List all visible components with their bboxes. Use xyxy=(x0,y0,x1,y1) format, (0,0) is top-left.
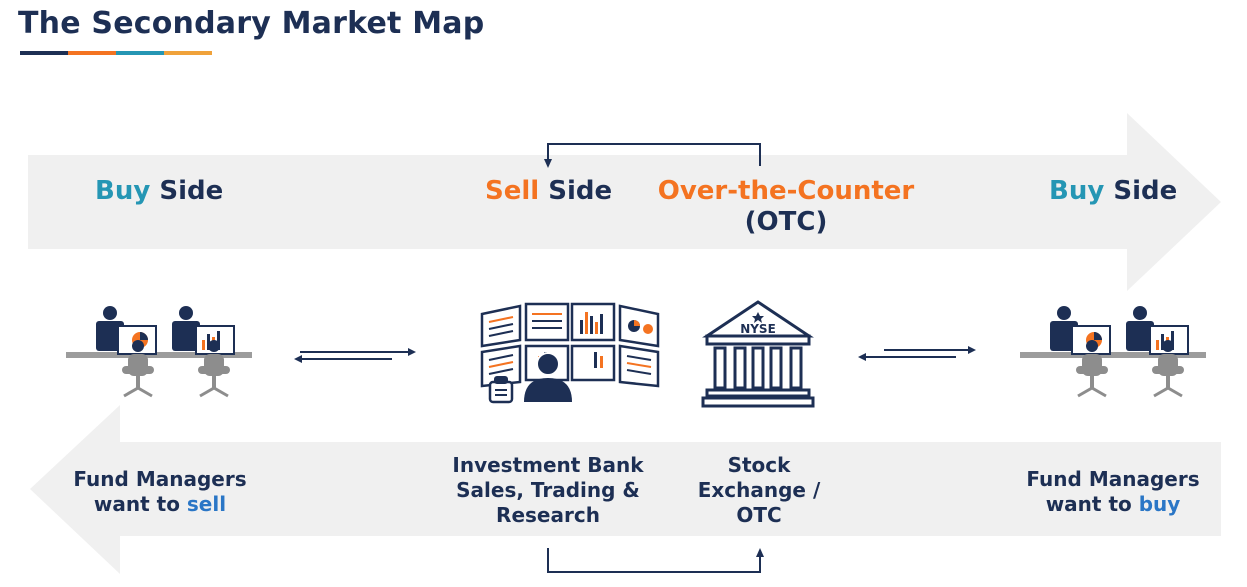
nyse-building-icon: NYSE xyxy=(701,300,815,408)
otc-title: Over-the-Counter xyxy=(657,176,915,206)
buy-action: buy xyxy=(1138,492,1181,516)
label-line: Sales, Trading & xyxy=(456,478,640,502)
bottom-bracket-connector xyxy=(547,548,761,573)
side-word: Side xyxy=(1113,176,1178,206)
trader-screens-icon xyxy=(480,302,660,404)
top-flow-arrow xyxy=(28,113,1221,291)
buy-word: Buy xyxy=(1049,176,1105,206)
fund-managers-desk-icon xyxy=(66,306,252,398)
investment-bank-label: Investment Bank Sales, Trading & Researc… xyxy=(440,453,656,528)
buy-word: Buy xyxy=(95,176,151,206)
label-line: Fund Managers xyxy=(73,467,247,491)
right-managers-label: Fund Managers want to buy xyxy=(1013,467,1213,517)
nyse-badge: NYSE xyxy=(740,322,776,336)
label-line: Stock xyxy=(727,453,791,477)
label-line: want to sell xyxy=(93,492,227,516)
sell-action: sell xyxy=(186,492,227,516)
otc-subtitle: (OTC) xyxy=(744,207,828,237)
left-exchange-arrows xyxy=(300,351,410,360)
page-title: The Secondary Market Map xyxy=(18,6,485,41)
label-line: Investment Bank xyxy=(452,453,644,477)
side-word: Side xyxy=(159,176,224,206)
sell-side-header: Sell Side xyxy=(485,176,612,206)
label-line: Research xyxy=(496,503,600,527)
bottom-flow-arrow xyxy=(30,405,1221,574)
otc-header: Over-the-Counter (OTC) xyxy=(653,176,919,238)
right-exchange-arrows xyxy=(864,349,970,358)
buy-side-right-header: Buy Side xyxy=(1049,176,1177,206)
fund-managers-desk-icon xyxy=(1020,306,1206,398)
side-word: Side xyxy=(548,176,613,206)
buy-side-left-header: Buy Side xyxy=(95,176,223,206)
label-line: Fund Managers xyxy=(1026,467,1200,491)
left-managers-label: Fund Managers want to sell xyxy=(60,467,260,517)
top-bracket-connector xyxy=(547,143,761,166)
exchange-label: Stock Exchange / OTC xyxy=(680,453,838,528)
label-line: OTC xyxy=(736,503,782,527)
label-line: Exchange / xyxy=(697,478,821,502)
label-line: want to buy xyxy=(1045,492,1181,516)
sell-word: Sell xyxy=(485,176,540,206)
